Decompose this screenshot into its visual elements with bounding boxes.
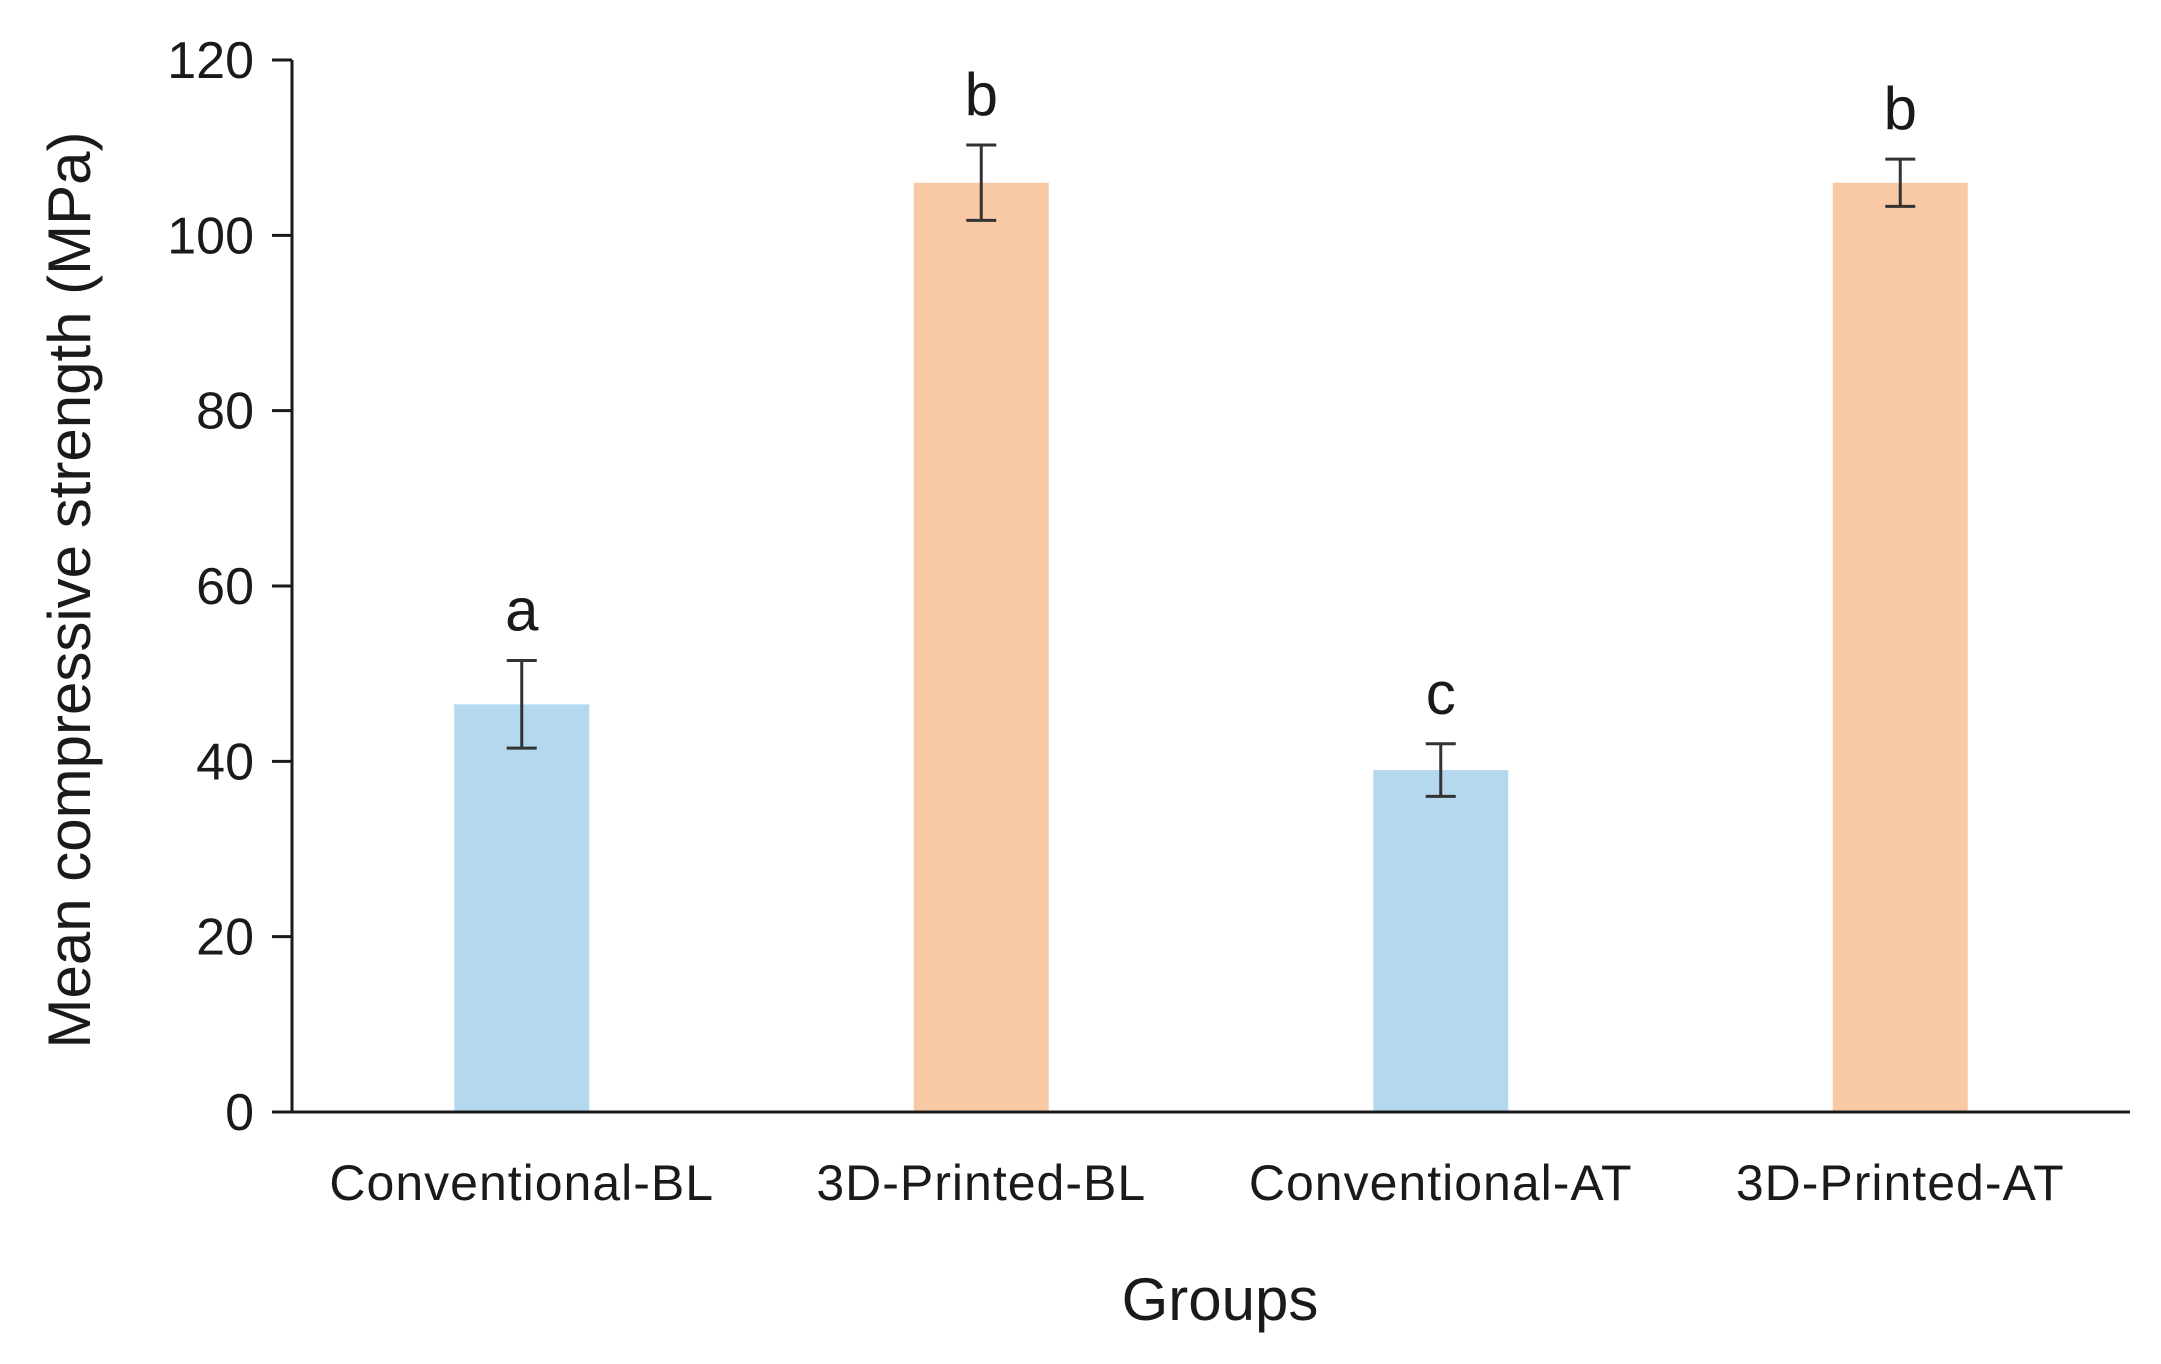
significance-letter: b: [1884, 75, 1917, 142]
y-axis-ticks: 0 20 40 60 80 100 120: [167, 32, 292, 1142]
x-axis-title: Groups: [1122, 1266, 1319, 1333]
y-tick-label: 120: [167, 32, 254, 90]
y-axis-title: Mean compressive strength (MPa): [36, 132, 103, 1049]
error-bars: [506, 143, 1916, 798]
y-tick-label: 60: [196, 558, 254, 616]
bar: [454, 704, 590, 1112]
bars: [454, 182, 1968, 1112]
y-tick-label: 0: [225, 1084, 254, 1142]
significance-labels: a b c b: [505, 61, 1917, 727]
category-label: Conventional-BL: [329, 1155, 714, 1211]
bar: [1373, 770, 1509, 1112]
category-label: 3D-Printed-BL: [816, 1155, 1146, 1211]
significance-letter: a: [505, 577, 539, 644]
category-label: Conventional-AT: [1249, 1155, 1633, 1211]
bar: [1832, 182, 1968, 1112]
category-labels: Conventional-BL 3D-Printed-BL Conventional…: [329, 1155, 2065, 1211]
y-tick-label: 80: [196, 383, 254, 441]
bar: [913, 182, 1049, 1112]
category-label: 3D-Printed-AT: [1736, 1155, 2065, 1211]
y-tick-label: 100: [167, 207, 254, 265]
significance-letter: c: [1426, 660, 1456, 727]
y-tick-label: 40: [196, 733, 254, 791]
y-tick-label: 20: [196, 909, 254, 967]
significance-letter: b: [965, 61, 998, 128]
